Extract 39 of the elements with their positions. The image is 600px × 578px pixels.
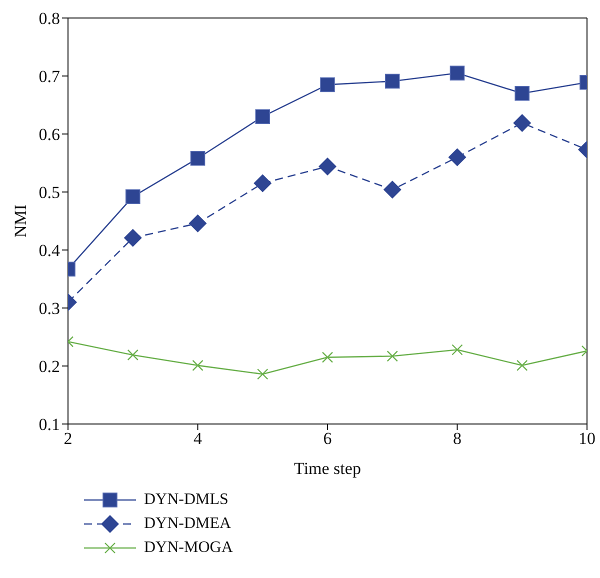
- point: [513, 114, 532, 132]
- y-tick-label: 0.5: [38, 183, 60, 202]
- point: [125, 189, 140, 204]
- point: [514, 86, 530, 101]
- point: [192, 360, 204, 372]
- point: [384, 74, 400, 89]
- x-tick-label: 6: [323, 429, 332, 448]
- point: [254, 174, 272, 192]
- point: [448, 148, 466, 166]
- x-tick-label: 2: [64, 429, 72, 448]
- y-tick-label: 0.6: [38, 125, 60, 144]
- legend-label: DYN-MOGA: [144, 539, 233, 557]
- y-tick-label: 0.3: [38, 299, 60, 318]
- point: [322, 352, 334, 363]
- point: [450, 66, 465, 80]
- point: [383, 180, 402, 199]
- point: [127, 349, 138, 361]
- y-tick-label: 0.8: [38, 9, 60, 28]
- x-tick-label: 4: [194, 429, 202, 448]
- point: [318, 157, 336, 176]
- y-tick-label: 0.7: [38, 67, 60, 86]
- point: [257, 368, 268, 380]
- point: [255, 109, 270, 124]
- x-tick-label: 10: [578, 429, 596, 448]
- point: [190, 150, 206, 166]
- point: [452, 344, 463, 356]
- point: [124, 228, 142, 247]
- x-tick-label: 8: [453, 429, 462, 448]
- legend-label: DYN-DMLS: [144, 491, 228, 509]
- y-tick-label: 0.2: [38, 357, 60, 376]
- y-axis-title: NMI: [11, 204, 30, 238]
- y-tick-label: 0.1: [38, 415, 60, 434]
- point: [386, 350, 398, 362]
- x-axis-title: Time step: [294, 459, 361, 478]
- point: [516, 360, 528, 372]
- legend-label: DYN-DMEA: [144, 515, 232, 533]
- point: [320, 77, 335, 92]
- y-tick-label: 0.4: [38, 241, 60, 260]
- point: [188, 214, 207, 232]
